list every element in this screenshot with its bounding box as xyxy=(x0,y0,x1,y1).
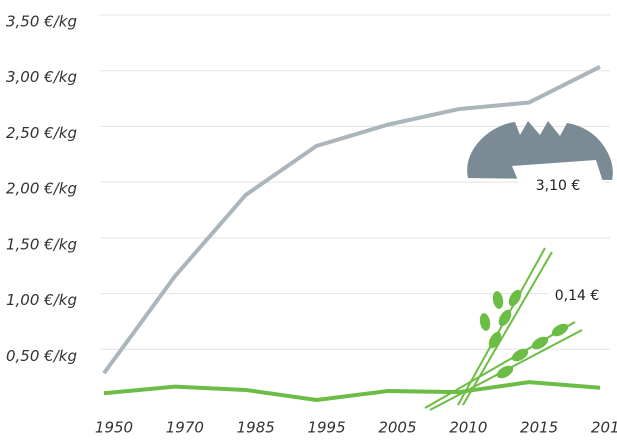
x-tick-label: 2010 xyxy=(449,419,487,437)
y-tick-label: 3,50 €/kg xyxy=(6,13,77,31)
annotation: 3,10 € xyxy=(536,178,581,194)
y-tick-label: 2,50 €/kg xyxy=(6,124,77,142)
x-tick-label: 1970 xyxy=(166,419,204,437)
line-series xyxy=(104,67,600,373)
x-tick-label: 2005 xyxy=(378,419,416,437)
x-tick-label: 2017 xyxy=(591,419,617,437)
x-tick-label: 1985 xyxy=(237,419,275,437)
line-series xyxy=(104,382,600,400)
y-tick-label: 0,50 €/kg xyxy=(6,347,77,365)
y-tick-label: 1,00 €/kg xyxy=(6,291,77,309)
y-tick-label: 1,50 €/kg xyxy=(6,235,77,253)
chart: 0,50 €/kg 1,00 €/kg 1,50 €/kg 2,00 €/kg 2,50… xyxy=(0,0,617,441)
icons xyxy=(425,121,613,410)
x-tick-label: 1995 xyxy=(307,419,345,437)
x-tick-label: 1950 xyxy=(95,419,133,437)
y-tick-label: 3,00 €/kg xyxy=(6,68,77,86)
annotation: 0,14 € xyxy=(555,288,600,304)
x-tick-label: 2015 xyxy=(520,419,558,437)
y-tick-label: 2,00 €/kg xyxy=(6,180,77,198)
